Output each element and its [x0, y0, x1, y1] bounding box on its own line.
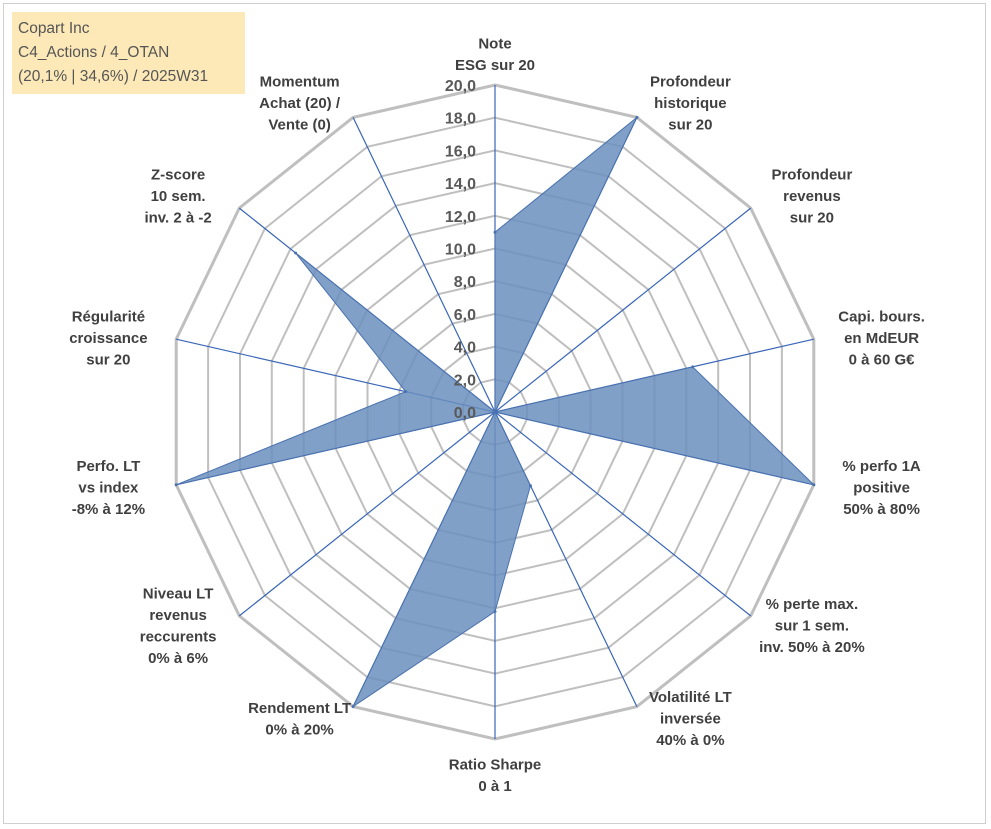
axis-label: Z-score 10 sem. inv. 2 à -2 [144, 166, 211, 226]
tick-label: 6,0 [454, 307, 476, 324]
data-point [294, 251, 298, 255]
axis-label-line: 0% à 6% [148, 650, 208, 667]
axis-label-line: inversée [660, 711, 721, 728]
axis-label-line: 0% à 20% [265, 721, 333, 738]
axis-label-line: 0 à 60 G€ [849, 352, 916, 369]
info-category: C4_Actions / 4_OTAN [18, 44, 170, 61]
axis-label-line: 50% à 80% [843, 501, 920, 518]
axis-label-line: Profondeur [771, 166, 852, 183]
tick-label: 18,0 [445, 111, 476, 128]
axis-label: Capi. bours. en MdEUR 0 à 60 G€ [838, 309, 925, 369]
data-point [493, 230, 497, 234]
axis-label: Note ESG sur 20 [455, 36, 535, 75]
tick-label: 14,0 [445, 176, 476, 193]
info-box: Copart Inc C4_Actions / 4_OTAN (20,1% | … [12, 12, 245, 94]
axis-label-line: sur 20 [668, 116, 712, 133]
data-point [351, 705, 355, 709]
axis-label-line: sur 20 [86, 352, 130, 369]
axis-label-line: revenus [149, 607, 207, 624]
tick-label: 20,0 [445, 78, 476, 95]
tick-label: 12,0 [445, 209, 476, 226]
axis-label: % perfo 1A positive 50% à 80% [842, 458, 921, 518]
axis-label-line: % perte max. [766, 596, 859, 613]
data-point [691, 365, 695, 369]
axis-label-line: reccurents [140, 628, 217, 645]
axis-line [238, 411, 496, 617]
axis-label-line: Note [478, 36, 511, 53]
axis-label-line: 10 sem. [151, 188, 206, 205]
data-point [493, 410, 497, 414]
axis-label-line: Profondeur [650, 73, 731, 90]
data-point [635, 115, 639, 119]
data-point [174, 483, 178, 487]
axis-label: Niveau LT revenus reccurents 0% à 6% [140, 585, 217, 667]
tick-label: 4,0 [454, 340, 476, 357]
axis-label: Perfo. LT vs index -8% à 12% [72, 458, 145, 518]
axis-line [352, 117, 496, 413]
axis-line [494, 411, 752, 617]
axis-label-line: en MdEUR [844, 330, 919, 347]
axis-label-line: inv. 2 à -2 [144, 209, 211, 226]
axis-label-line: 40% à 0% [656, 732, 724, 749]
axis-label-line: ESG sur 20 [455, 57, 535, 74]
tick-label: 2,0 [454, 372, 476, 389]
axis-label-line: historique [654, 95, 727, 112]
axis-label-line: Volatilité LT [649, 689, 732, 706]
axis-label-line: revenus [783, 188, 841, 205]
data-point [493, 610, 497, 613]
axis-label-line: sur 1 sem. [775, 618, 849, 635]
tick-label: 10,0 [445, 242, 476, 259]
axis-label-line: Perfo. LT [76, 458, 140, 475]
axis-label: Profondeur historique sur 20 [650, 73, 731, 133]
data-point [529, 484, 532, 488]
axis-label: % perte max. sur 1 sem. inv. 50% à 20% [759, 596, 865, 656]
axis-label-line: Ratio Sharpe [449, 757, 542, 774]
axis-label-line: inv. 50% à 20% [759, 639, 865, 656]
data-point [404, 390, 408, 394]
axis-label-line: positive [853, 479, 910, 496]
axis-label: Profondeur revenus sur 20 [771, 166, 852, 226]
axis-label: Rendement LT 0% à 20% [248, 700, 351, 739]
info-stats: (20,1% | 34,6%) / 2025W31 [18, 68, 209, 85]
axis-label: Ratio Sharpe 0 à 1 [449, 757, 542, 796]
axis-label: Régularité croissance sur 20 [69, 309, 147, 369]
axis-label-line: vs index [78, 479, 139, 496]
axis-label-line: Achat (20) / [259, 95, 341, 112]
axis-label-line: Z-score [151, 166, 205, 183]
axis-label-line: 0 à 1 [478, 778, 511, 795]
axis-label-line: Régularité [72, 309, 145, 326]
axis-label-line: -8% à 12% [72, 501, 145, 518]
axis-label: Momentum Achat (20) / Vente (0) [259, 73, 341, 133]
axis-label-line: Niveau LT [143, 585, 214, 602]
axis-label-line: sur 20 [790, 209, 834, 226]
axis-label: Volatilité LT inversée 40% à 0% [649, 689, 732, 749]
tick-label: 0,0 [454, 405, 476, 422]
axis-label-line: Capi. bours. [838, 309, 925, 326]
axis-label-line: Rendement LT [248, 700, 351, 717]
tick-layer: 0,0 2,0 4,0 6,0 8,0 10,0 12,0 14,0 16,0 18,0 20,0 [445, 78, 476, 422]
tick-label: 16,0 [445, 143, 476, 160]
label-layer: Note ESG sur 20 Profondeur historique sur 20… [69, 36, 925, 796]
axis-line [494, 207, 752, 413]
data-point [812, 483, 816, 487]
info-company: Copart Inc [18, 20, 90, 37]
axis-label-line: Vente (0) [268, 116, 331, 133]
axis-label-line: croissance [69, 330, 147, 347]
axis-label-line: % perfo 1A [842, 458, 921, 475]
series-layer [174, 115, 816, 709]
tick-label: 8,0 [454, 274, 476, 291]
axis-label-line: Momentum [260, 73, 340, 90]
